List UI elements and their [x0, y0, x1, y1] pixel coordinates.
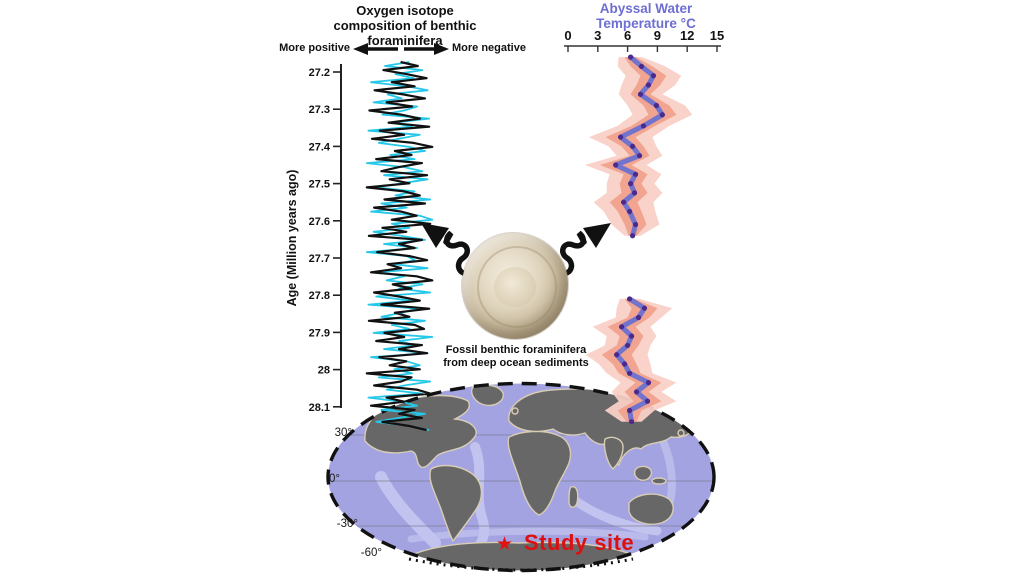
annotation-arrowheads	[421, 223, 611, 248]
australia	[628, 493, 674, 525]
fossil-foraminifera-image	[462, 233, 568, 339]
greenland	[471, 384, 504, 407]
lat-label-0: 0°	[329, 473, 340, 485]
fossil-caption-line2: from deep ocean sediments	[443, 357, 589, 369]
svg-text:27.2: 27.2	[309, 67, 330, 79]
uk-island	[511, 407, 519, 415]
temperature-confidence-bands	[584, 57, 693, 422]
double-arrow-icon	[353, 43, 449, 55]
annotation-arrows	[443, 230, 587, 277]
lat-label-30: 30°	[334, 427, 352, 439]
more-positive-label: More positive	[279, 42, 350, 54]
isotope-series	[365, 60, 434, 432]
madagascar	[568, 486, 579, 508]
svg-text:27.6: 27.6	[309, 216, 330, 228]
fossil-caption: Fossil benthic foraminifera from deep oc…	[426, 344, 606, 370]
svg-text:27.9: 27.9	[309, 327, 330, 339]
arrowhead-left-icon	[421, 223, 449, 248]
svg-text:12: 12	[680, 28, 694, 43]
svg-text:27.8: 27.8	[309, 290, 330, 302]
japan-island	[677, 429, 685, 437]
right-chart-title-line1: Abyssal Water	[599, 1, 693, 16]
svg-text:27.4: 27.4	[309, 141, 331, 153]
arrowhead-right-icon	[583, 223, 611, 248]
study-site-label: Study site	[524, 530, 635, 555]
age-axis: 27.2 27.3 27.4 27.5 27.6 27.7 27.8 27.9 28 28.1	[309, 64, 342, 414]
right-chart-title: Abyssal Water Temperature °C	[572, 1, 720, 31]
svg-text:3: 3	[594, 28, 601, 43]
indonesia-island	[651, 477, 667, 485]
svg-text:27.3: 27.3	[309, 104, 330, 116]
fossil-caption-line1: Fossil benthic foraminifera	[445, 344, 587, 356]
temperature-axis: 0 3 6 9 12 15	[564, 28, 724, 52]
study-site-star-icon: ★	[496, 534, 514, 555]
antarctica-dotted-edge	[408, 557, 634, 572]
svg-text:27.5: 27.5	[309, 179, 330, 191]
svg-text:15: 15	[710, 28, 724, 43]
africa	[507, 430, 572, 516]
svg-text:27.7: 27.7	[309, 253, 330, 265]
south-america	[429, 464, 482, 543]
left-chart-title-line3: foraminifera	[367, 33, 443, 48]
india	[603, 436, 624, 470]
southeast-asia	[633, 465, 653, 481]
world-map	[326, 381, 716, 573]
left-chart-title-line1: Oxygen isotope	[356, 3, 454, 18]
left-chart-title-line2: composition of benthic	[333, 18, 477, 33]
map-dashed-border	[326, 381, 716, 573]
svg-text:28.1: 28.1	[309, 402, 330, 414]
more-negative-label: More negative	[452, 42, 526, 54]
svg-text:9: 9	[654, 28, 661, 43]
lat-label-minus60: -60°	[360, 547, 382, 559]
right-chart-title-line2: Temperature °C	[596, 16, 696, 31]
squiggle-arrow-left-icon	[443, 230, 473, 277]
svg-text:6: 6	[624, 28, 631, 43]
left-chart-title: Oxygen isotope composition of benthic fo…	[296, 3, 514, 48]
squiggle-arrow-right-icon	[557, 230, 587, 277]
lat-label-minus30: -30°	[336, 518, 358, 530]
temperature-line	[613, 54, 665, 425]
svg-text:28: 28	[318, 365, 330, 377]
svg-text:0: 0	[564, 28, 571, 43]
